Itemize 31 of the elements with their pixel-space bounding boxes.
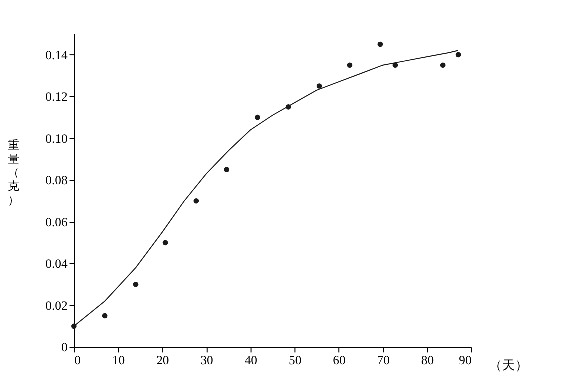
x-tick-label: 80 bbox=[421, 353, 434, 368]
x-tick-label: 90 bbox=[459, 353, 472, 368]
point bbox=[162, 240, 168, 246]
point bbox=[133, 282, 139, 288]
y-tick-label: 0.12 bbox=[46, 90, 68, 104]
point bbox=[316, 84, 322, 89]
y-tick-label: 0.08 bbox=[46, 174, 68, 188]
x-tick-label: 50 bbox=[288, 353, 302, 368]
x-tick-label: 0 bbox=[74, 353, 81, 368]
y-tick-label: 0.02 bbox=[46, 298, 68, 313]
x-tick-label: 30 bbox=[200, 353, 214, 368]
x-tick-label: 40 bbox=[244, 353, 258, 368]
x-tick-label: 20 bbox=[156, 353, 170, 368]
point bbox=[224, 167, 230, 172]
x-tick-label: 10 bbox=[112, 353, 126, 368]
y-tick-label: 0.04 bbox=[46, 257, 68, 272]
point bbox=[255, 114, 260, 120]
y-tick-label: 0.10 bbox=[46, 132, 68, 146]
y-axis-title: 重量（克） bbox=[8, 139, 20, 207]
point bbox=[347, 62, 353, 68]
point bbox=[194, 198, 200, 204]
y-tick-label: 0 bbox=[61, 340, 68, 355]
x-axis-title: （天） bbox=[489, 358, 528, 372]
x-tick-label: 60 bbox=[333, 353, 346, 368]
y-tick-label: 0.14 bbox=[46, 48, 68, 62]
point bbox=[440, 62, 446, 68]
point bbox=[102, 313, 108, 319]
point bbox=[378, 42, 384, 48]
y-tick-label: 0.06 bbox=[46, 215, 68, 230]
point bbox=[456, 52, 462, 58]
x-tick-label: 70 bbox=[377, 353, 390, 368]
